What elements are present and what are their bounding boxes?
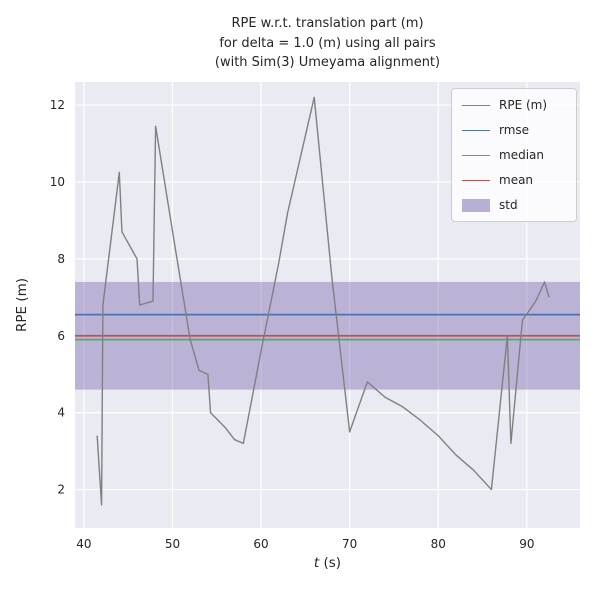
y-tick-label: 2 bbox=[57, 483, 65, 497]
x-tick-label: 90 bbox=[519, 537, 534, 551]
legend-item-median: median bbox=[462, 147, 566, 163]
x-tick-label: 50 bbox=[165, 537, 180, 551]
y-tick-label: 6 bbox=[57, 329, 65, 343]
legend-line-swatch-rpe bbox=[462, 104, 490, 106]
title-line-1: RPE w.r.t. translation part (m) bbox=[231, 16, 424, 31]
legend-patch-swatch-std bbox=[462, 198, 490, 212]
x-tick-label: 60 bbox=[253, 537, 268, 551]
y-tick-label: 8 bbox=[57, 252, 65, 266]
x-tick-label: 70 bbox=[342, 537, 357, 551]
x-axis-label-unit: (s) bbox=[319, 555, 342, 571]
y-tick-label: 12 bbox=[50, 98, 65, 112]
legend-item-rpe: RPE (m) bbox=[462, 97, 566, 113]
rpe-line bbox=[96, 96, 550, 506]
legend-label-median: median bbox=[499, 148, 544, 162]
legend-item-std: std bbox=[462, 197, 566, 213]
legend: RPE (m) rmse median mean std bbox=[451, 88, 577, 222]
chart-title: RPE w.r.t. translation part (m) for delt… bbox=[75, 14, 580, 73]
legend-label-rmse: rmse bbox=[499, 123, 530, 137]
legend-label-std: std bbox=[499, 198, 518, 212]
legend-line-swatch-mean bbox=[462, 179, 490, 181]
y-tick-label: 4 bbox=[57, 406, 65, 420]
legend-item-mean: mean bbox=[462, 172, 566, 188]
y-tick-label: 10 bbox=[50, 175, 65, 189]
x-tick-label: 40 bbox=[76, 537, 91, 551]
legend-label-mean: mean bbox=[499, 173, 534, 187]
legend-line-swatch-median bbox=[462, 154, 490, 156]
x-tick-label: 80 bbox=[431, 537, 446, 551]
y-axis-label: RPE (m) bbox=[14, 277, 30, 333]
x-axis-label-variable: t bbox=[313, 555, 320, 571]
title-line-3: (with Sim(3) Umeyama alignment) bbox=[214, 55, 441, 70]
x-axis-label: t (s) bbox=[75, 555, 580, 571]
title-line-2: for delta = 1.0 (m) using all pairs bbox=[219, 35, 436, 51]
legend-label-rpe: RPE (m) bbox=[499, 98, 548, 112]
legend-line-swatch-rmse bbox=[462, 129, 490, 131]
legend-item-rmse: rmse bbox=[462, 122, 566, 138]
